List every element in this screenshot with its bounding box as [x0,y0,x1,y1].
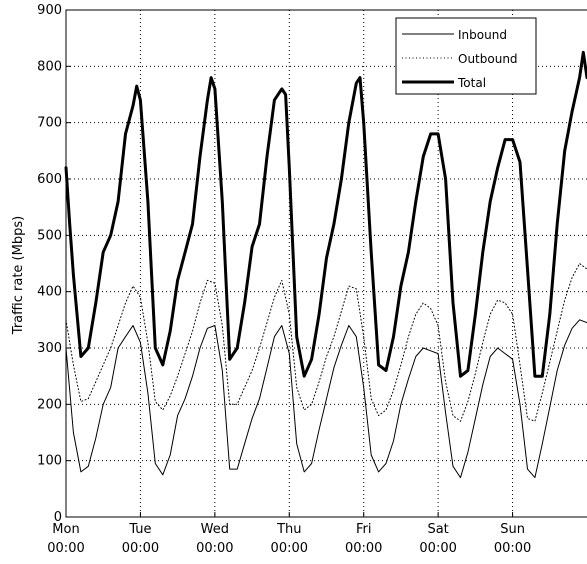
y-tick-label: 200 [37,397,62,412]
legend-label-total: Total [457,76,486,90]
x-tick-label-day: Fri [356,522,372,537]
x-tick-label-time: 00:00 [122,541,159,556]
series-line-total [64,50,587,378]
x-tick-label-day: Mon [52,522,79,537]
y-tick-label: 0 [54,510,62,525]
x-tick-label-time: 00:00 [47,541,84,556]
y-tick-label: 700 [37,116,62,131]
y-tick-label: 600 [37,172,62,187]
x-tick-label-day: Sat [427,522,448,537]
series-line-outbound [65,263,587,422]
legend-label-outbound: Outbound [458,52,518,66]
plot-frame [65,9,587,518]
x-tick-label-day: Tue [128,522,151,537]
legend-label-inbound: Inbound [458,28,507,42]
x-tick-label-time: 00:00 [419,541,456,556]
x-tick-label-time: 00:00 [196,541,233,556]
y-tick-label: 800 [37,59,62,74]
y-axis-title: Traffic rate (Mbps) [11,216,26,335]
legend: Inbound Outbound Total [395,17,537,95]
plot-lines [64,50,587,479]
y-tick-label: 400 [37,285,62,300]
series-line-inbound [65,319,587,479]
y-axis: 0 100 200 300 400 500 600 700 800 900 [37,3,71,525]
x-axis: Mon 00:00 Tue 00:00 Wed 00:00 Thu 00:00 Fri 00:00… [47,512,531,556]
y-tick-label: 300 [37,341,62,356]
x-tick-label-day: Wed [201,522,229,537]
x-tick-label-day: Sun [500,522,525,537]
y-tick-label: 100 [37,454,62,469]
x-tick-label-time: 00:00 [345,541,382,556]
x-tick-label-time: 00:00 [271,541,308,556]
y-tick-label: 500 [37,228,62,243]
y-tick-label: 900 [37,3,62,18]
x-tick-label-time: 00:00 [494,541,531,556]
x-tick-label-day: Thu [276,522,301,537]
